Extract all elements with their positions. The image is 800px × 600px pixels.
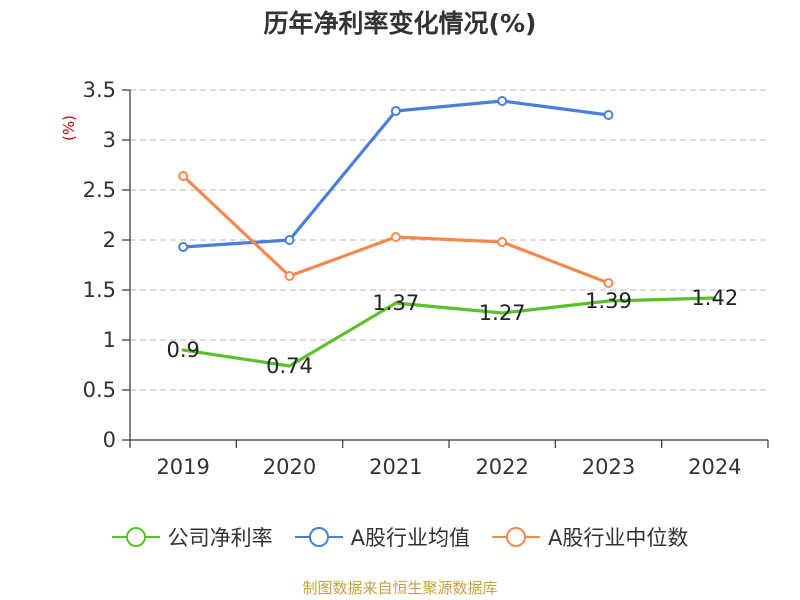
legend-swatch-industry-mean-icon [294, 527, 343, 547]
series-2-point [603, 278, 614, 288]
legend-item-industry-median[interactable]: A股行业中位数 [492, 522, 688, 552]
y-axis-label: (%) [60, 115, 78, 141]
y-tick-label: 1.5 [83, 278, 116, 302]
y-tick-label: 1 [103, 328, 116, 352]
series-1-point [284, 235, 295, 245]
data-label: 1.42 [691, 286, 738, 310]
y-tick-label: 0 [103, 428, 116, 452]
series-line-1 [181, 99, 611, 249]
y-tick-label: 0.5 [83, 378, 116, 402]
y-tick-label: 3.5 [83, 78, 116, 102]
x-tick-label: 2020 [263, 455, 316, 479]
legend-swatch-company-icon [111, 527, 160, 547]
x-tick-label: 2022 [475, 455, 528, 479]
legend-label-company: 公司净利率 [167, 526, 273, 550]
y-tick-label: 3 [103, 128, 116, 152]
x-tick-label: 2021 [369, 455, 422, 479]
series-2-point [497, 237, 508, 247]
x-tick-label: 2024 [688, 455, 741, 479]
series-2-point [284, 271, 295, 281]
series-line-0 [181, 296, 717, 368]
series-1-point [497, 96, 508, 106]
y-tick-label: 2 [103, 228, 116, 252]
series-line-2 [181, 174, 611, 285]
data-label: 1.37 [372, 291, 419, 315]
series-1-point [178, 242, 189, 252]
data-source-note: 制图数据来自恒生聚源数据库 [302, 579, 498, 597]
chart-title: 历年净利率变化情况(%) [263, 9, 537, 38]
series-2-point [178, 171, 189, 181]
legend-item-industry-mean[interactable]: A股行业均值 [294, 522, 470, 552]
data-label: 1.39 [585, 289, 632, 313]
data-label: 0.9 [166, 338, 199, 362]
legend-label-industry-median: A股行业中位数 [548, 526, 689, 550]
x-tick-label: 2023 [582, 455, 635, 479]
legend: 公司净利率 A股行业均值 A股行业中位数 [0, 520, 800, 554]
legend-label-industry-mean: A股行业均值 [350, 526, 470, 550]
y-tick-label: 2.5 [83, 178, 116, 202]
legend-item-company[interactable]: 公司净利率 [111, 522, 273, 552]
legend-swatch-industry-median-icon [492, 527, 540, 547]
data-label: 0.74 [266, 354, 313, 378]
series-1-point [603, 110, 614, 120]
x-tick-label: 2019 [156, 455, 209, 479]
series-1-point [390, 106, 401, 116]
data-label: 1.27 [479, 301, 526, 325]
series-2-point [390, 232, 401, 242]
